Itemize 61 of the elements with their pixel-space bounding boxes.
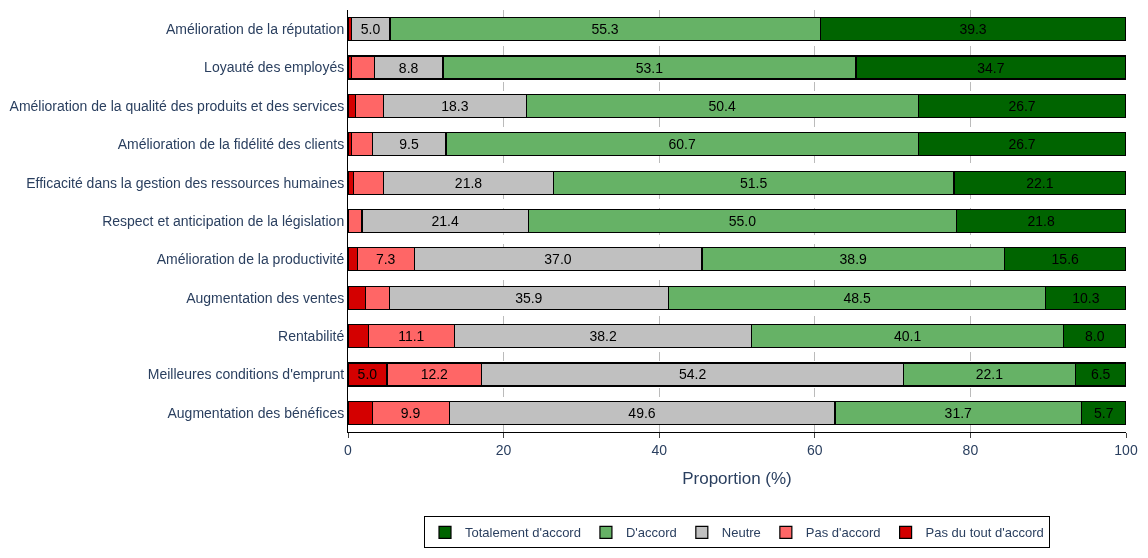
data-label: 22.1	[975, 366, 1004, 383]
data-label: 55.3	[591, 21, 619, 38]
data-label: 55.0	[728, 213, 757, 229]
legend-label: Totalement d'accord	[465, 525, 581, 541]
y-tick-label: Augmentation des bénéfices	[167, 404, 345, 421]
data-label: 26.7	[1008, 136, 1036, 153]
data-label: 6.5	[1090, 366, 1111, 383]
data-label: 37.0	[544, 251, 572, 268]
data-label: 9.5	[399, 136, 419, 153]
legend-label: Pas du tout d'accord	[925, 525, 1044, 541]
data-label: 5.0	[360, 21, 381, 38]
data-label: 31.7	[944, 404, 973, 421]
data-label: 53.1	[635, 59, 664, 76]
y-tick-label: Loyauté des employés	[204, 59, 345, 76]
data-label: 50.4	[708, 97, 736, 114]
data-label: 54.2	[678, 366, 707, 383]
data-label: 21.8	[1027, 213, 1055, 229]
y-tick-label: Meilleures conditions d'emprunt	[147, 366, 345, 383]
data-label: 22.1	[1026, 174, 1054, 191]
y-tick-label: Augmentation des ventes	[186, 289, 345, 306]
data-label: 9.9	[400, 404, 421, 421]
data-label: 11.1	[398, 328, 425, 345]
data-label: 60.7	[668, 136, 696, 153]
data-label: 7.3	[375, 251, 396, 268]
data-label: 38.2	[589, 328, 617, 345]
data-label: 10.3	[1072, 289, 1100, 306]
x-tick-label: 40	[651, 441, 668, 458]
y-tick-label: Rentabilité	[278, 327, 345, 344]
data-label: 38.9	[839, 251, 868, 268]
data-label: 5.7	[1093, 404, 1114, 421]
x-tick-label: 100	[1114, 441, 1138, 458]
data-label: 34.7	[977, 59, 1005, 76]
legend-label: D'accord	[625, 525, 677, 541]
data-label: 26.7	[1008, 97, 1036, 114]
x-tick-label: 60	[807, 441, 823, 458]
y-tick-label: Amélioration de la productivité	[156, 251, 345, 268]
data-label: 40.1	[894, 328, 922, 345]
data-label: 49.6	[628, 404, 656, 421]
legend-label: Neutre	[721, 525, 761, 541]
y-tick-label: Efficacité dans la gestion des ressources humaines	[26, 174, 345, 191]
data-label: 51.5	[739, 174, 768, 191]
y-tick-label: Amélioration de la fidélité des clients	[117, 136, 345, 153]
data-label: 35.9	[515, 289, 543, 306]
data-label: 5.0	[357, 366, 378, 383]
data-label: 12.2	[420, 366, 449, 383]
x-tick-label: 0	[344, 441, 353, 458]
x-tick-label: 20	[495, 441, 512, 458]
y-tick-label: Amélioration de la qualité des produits et des services	[9, 97, 345, 114]
x-axis-title: Proportion (%)	[682, 469, 792, 489]
data-label: 15.6	[1051, 251, 1080, 268]
data-label: 48.5	[843, 289, 871, 306]
data-label: 39.3	[959, 21, 987, 38]
y-tick-label: Amélioration de la réputation	[165, 21, 345, 38]
data-label: 18.3	[441, 97, 469, 114]
data-label: 21.8	[454, 174, 483, 191]
legend-label: Pas d'accord	[805, 525, 881, 541]
data-label: 21.4	[431, 213, 459, 229]
x-tick-label: 80	[962, 441, 979, 458]
data-label: 8.8	[398, 59, 419, 76]
y-tick-label: Respect et anticipation de la législation	[102, 212, 345, 229]
data-label: 8.0	[1085, 328, 1105, 345]
